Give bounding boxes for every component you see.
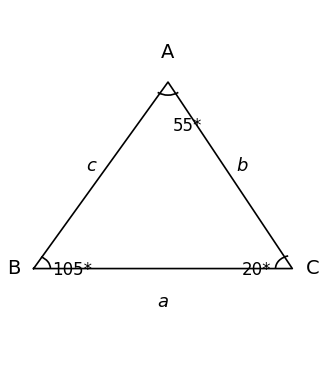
Text: 55*: 55* — [173, 117, 202, 135]
Text: c: c — [86, 157, 96, 175]
Text: B: B — [7, 259, 20, 278]
Text: C: C — [306, 259, 320, 278]
Text: b: b — [236, 157, 248, 175]
Text: 105*: 105* — [52, 261, 92, 279]
Text: a: a — [158, 293, 168, 311]
Text: A: A — [161, 43, 175, 62]
Text: 20*: 20* — [242, 261, 271, 279]
